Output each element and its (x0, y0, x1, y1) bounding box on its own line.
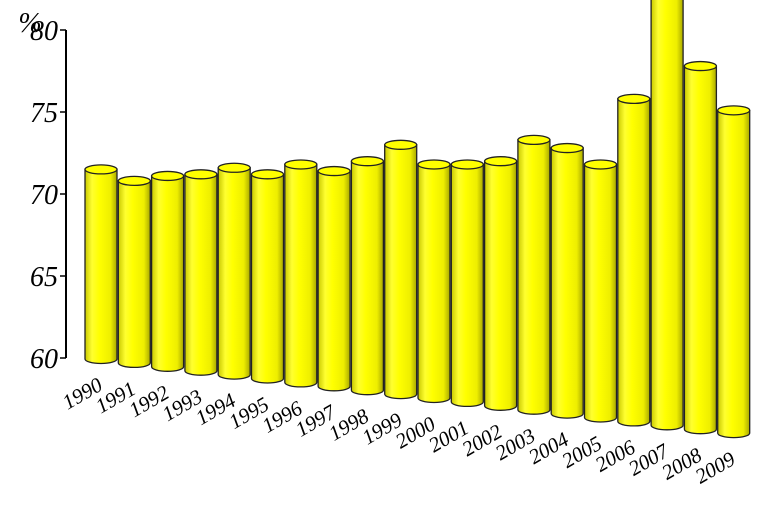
y-tick-label: 65 (30, 262, 58, 293)
bar (483, 156, 518, 411)
bar-top (483, 156, 518, 167)
y-tick-label: 80 (30, 16, 58, 47)
bar-body (650, 0, 684, 431)
bar (184, 169, 218, 376)
bar-top (583, 159, 618, 170)
bar (217, 162, 251, 380)
bars (84, 0, 751, 439)
y-tick-label: 75 (30, 98, 58, 129)
bar-body (350, 160, 385, 396)
bar-top (450, 159, 484, 170)
bar-body (317, 170, 351, 392)
bar (317, 165, 351, 392)
bar-body (417, 163, 451, 404)
y-axis-unit-label: % (18, 8, 41, 39)
bar (84, 164, 118, 365)
bar-body (284, 163, 318, 388)
bar (450, 159, 484, 408)
bar (384, 139, 418, 400)
bar (417, 159, 451, 404)
bar-top (117, 175, 151, 187)
bar (617, 93, 651, 427)
bar-body (450, 163, 484, 408)
bar-top (617, 93, 651, 105)
bar-top (217, 162, 251, 173)
bar-body (583, 163, 618, 423)
bar-body (250, 173, 285, 384)
bar (350, 156, 385, 396)
bar-body (617, 98, 651, 427)
bar-body (117, 180, 151, 369)
bar-top (250, 169, 285, 180)
bar-body (217, 167, 251, 380)
bar-top (284, 159, 318, 170)
bar-top (417, 159, 451, 170)
bar (717, 105, 751, 439)
bar-body (483, 160, 518, 411)
bar (284, 159, 318, 388)
bar-body (150, 175, 185, 372)
bar (550, 142, 584, 419)
bar (250, 169, 285, 384)
bar-body (550, 147, 584, 419)
bar-top (150, 170, 185, 182)
bar-top (550, 142, 584, 154)
bar-body (683, 65, 718, 435)
bar (150, 170, 185, 372)
bar-body (84, 168, 118, 365)
bar-top (717, 105, 751, 116)
bar (650, 0, 684, 431)
bar-body (384, 144, 418, 400)
bar (683, 60, 718, 435)
bar (117, 175, 151, 369)
bar (517, 134, 551, 415)
bar-top (384, 139, 418, 150)
bar-top (683, 60, 718, 72)
bar-top (184, 169, 218, 180)
bar (583, 159, 618, 423)
y-tick-label: 70 (30, 180, 58, 211)
bar-body (717, 109, 751, 439)
bar-body (517, 139, 551, 415)
bar-top (84, 164, 118, 175)
bar-top (350, 156, 385, 167)
bar-body (184, 173, 218, 376)
bar-top (517, 134, 551, 146)
y-tick-label: 60 (30, 344, 58, 375)
bar-top (317, 165, 351, 177)
y-axis-ticks: 60 65 70 75 80 (30, 16, 66, 375)
